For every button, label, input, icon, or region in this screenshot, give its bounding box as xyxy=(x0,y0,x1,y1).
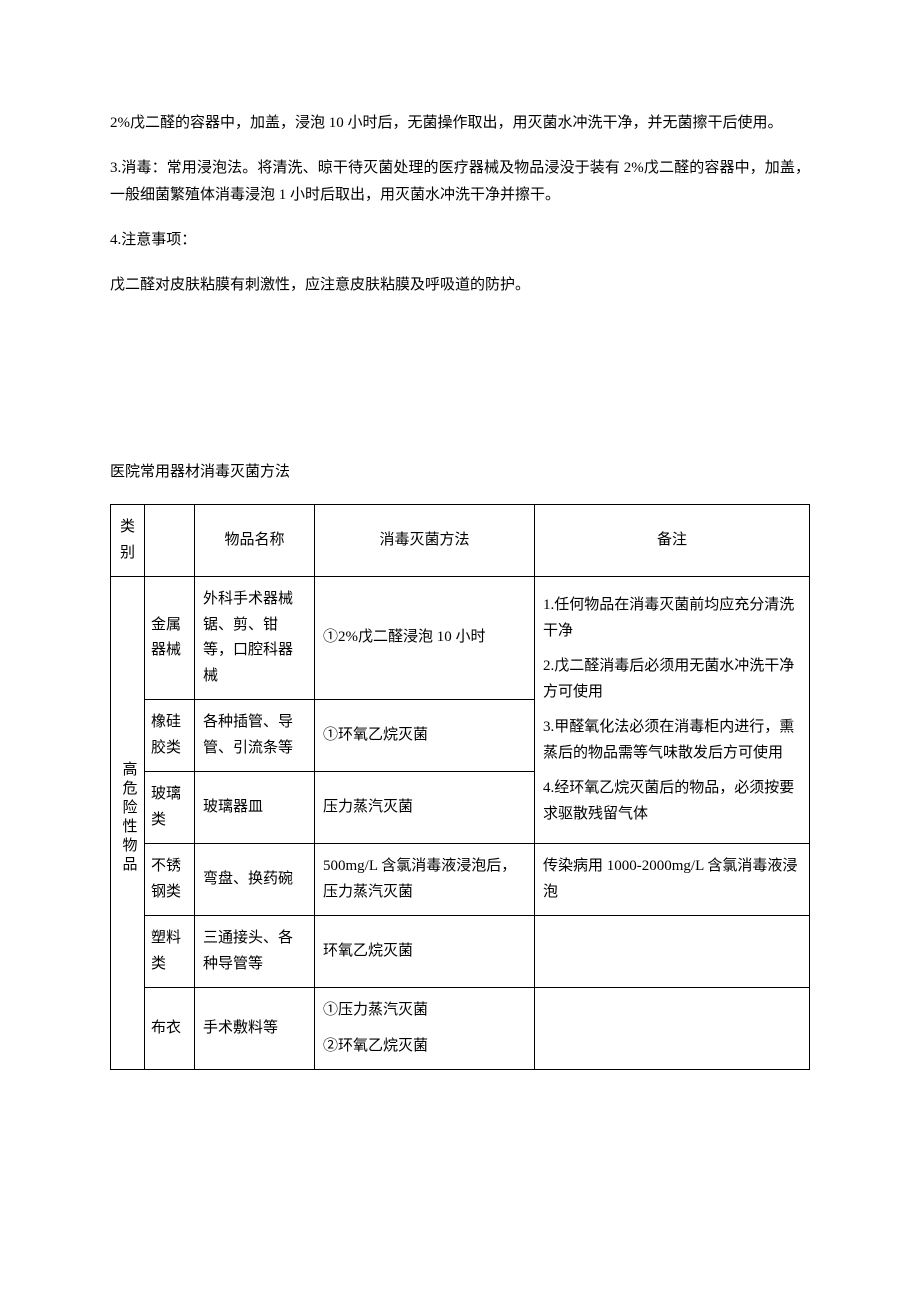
cell-subtype: 玻璃类 xyxy=(145,772,195,844)
cell-subtype: 橡硅胶类 xyxy=(145,700,195,772)
section-title: 医院常用器材消毒灭菌方法 xyxy=(110,459,810,486)
paragraph-1: 2%戊二醛的容器中，加盖，浸泡 10 小时后，无菌操作取出，用灭菌水冲洗干净，并… xyxy=(110,110,810,137)
note-item: 3.甲醛氧化法必须在消毒柜内进行，熏蒸后的物品需等气味散发后方可使用 xyxy=(543,715,801,766)
cell-subtype: 布衣 xyxy=(145,988,195,1070)
header-method: 消毒灭菌方法 xyxy=(315,505,535,577)
cell-method: ①压力蒸汽灭菌 ②环氧乙烷灭菌 xyxy=(315,988,535,1070)
cell-method: 500mg/L 含氯消毒液浸泡后，压力蒸汽灭菌 xyxy=(315,844,535,916)
cell-note-merged: 1.任何物品在消毒灭菌前均应充分清洗干净 2.戊二醛消毒后必须用无菌水冲洗干净方… xyxy=(535,577,810,844)
cell-name: 三通接头、各种导管等 xyxy=(195,916,315,988)
cell-note xyxy=(535,916,810,988)
paragraph-2: 3.消毒：常用浸泡法。将清洗、晾干待灭菌处理的医疗器械及物品浸没于装有 2%戊二… xyxy=(110,155,810,209)
cell-method: ①2%戊二醛浸泡 10 小时 xyxy=(315,577,535,700)
paragraph-3: 4.注意事项： xyxy=(110,227,810,254)
cell-name: 手术敷料等 xyxy=(195,988,315,1070)
header-name: 物品名称 xyxy=(195,505,315,577)
cell-note: 传染病用 1000-2000mg/L 含氯消毒液浸泡 xyxy=(535,844,810,916)
cell-subtype: 不锈钢类 xyxy=(145,844,195,916)
table-row: 不锈钢类 弯盘、换药碗 500mg/L 含氯消毒液浸泡后，压力蒸汽灭菌 传染病用… xyxy=(111,844,810,916)
method-item: ①压力蒸汽灭菌 xyxy=(323,998,526,1024)
cell-subtype: 金属器械 xyxy=(145,577,195,700)
cell-method: 压力蒸汽灭菌 xyxy=(315,772,535,844)
paragraph-4: 戊二醛对皮肤粘膜有刺激性，应注意皮肤粘膜及呼吸道的防护。 xyxy=(110,272,810,299)
note-item: 4.经环氧乙烷灭菌后的物品，必须按要求驱散残留气体 xyxy=(543,776,801,827)
note-item: 1.任何物品在消毒灭菌前均应充分清洗干净 xyxy=(543,593,801,644)
note-item: 2.戊二醛消毒后必须用无菌水冲洗干净方可使用 xyxy=(543,654,801,705)
cell-name: 玻璃器皿 xyxy=(195,772,315,844)
cell-note xyxy=(535,988,810,1070)
cell-name: 弯盘、换药碗 xyxy=(195,844,315,916)
cell-subtype: 塑料类 xyxy=(145,916,195,988)
category-label: 高危险性物品 xyxy=(115,761,141,875)
header-note: 备注 xyxy=(535,505,810,577)
cell-name: 各种插管、导管、引流条等 xyxy=(195,700,315,772)
header-category: 类别 xyxy=(111,505,145,577)
table-row: 塑料类 三通接头、各种导管等 环氧乙烷灭菌 xyxy=(111,916,810,988)
method-item: ②环氧乙烷灭菌 xyxy=(323,1034,526,1060)
table-row: 布衣 手术敷料等 ①压力蒸汽灭菌 ②环氧乙烷灭菌 xyxy=(111,988,810,1070)
equipment-table: 类别 物品名称 消毒灭菌方法 备注 高危险性物品 金属器械 外科手术器械锯、剪、… xyxy=(110,504,810,1070)
cell-name: 外科手术器械锯、剪、钳等，口腔科器械 xyxy=(195,577,315,700)
table-row: 高危险性物品 金属器械 外科手术器械锯、剪、钳等，口腔科器械 ①2%戊二醛浸泡 … xyxy=(111,577,810,700)
cell-method: 环氧乙烷灭菌 xyxy=(315,916,535,988)
cell-category: 高危险性物品 xyxy=(111,577,145,1070)
table-header-row: 类别 物品名称 消毒灭菌方法 备注 xyxy=(111,505,810,577)
header-subtype xyxy=(145,505,195,577)
cell-method: ①环氧乙烷灭菌 xyxy=(315,700,535,772)
